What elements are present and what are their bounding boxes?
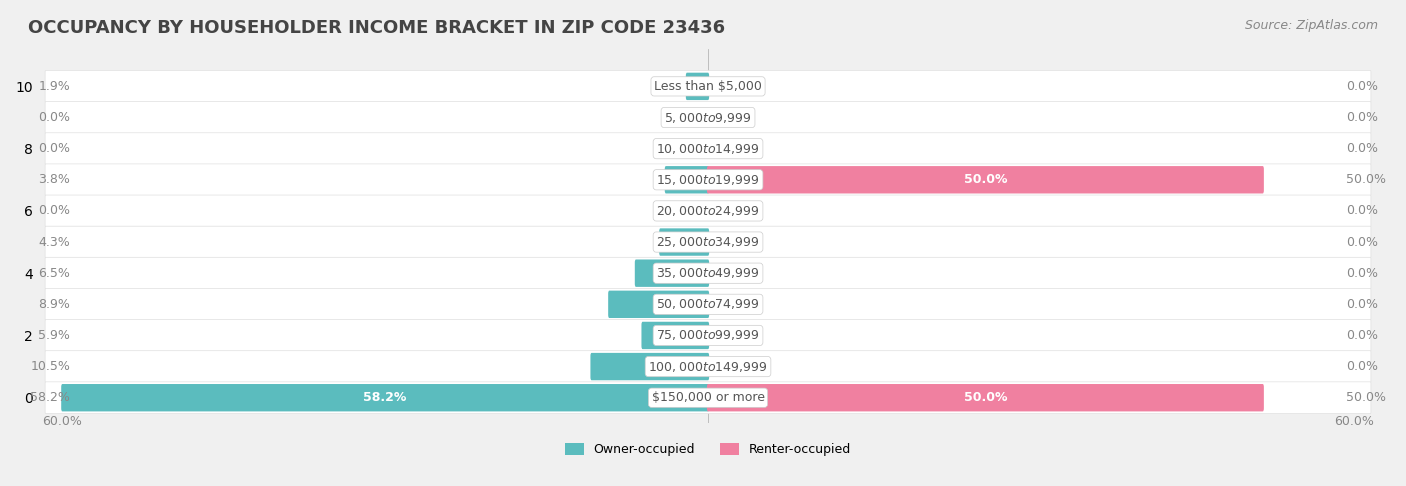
FancyBboxPatch shape [45, 133, 1371, 165]
FancyBboxPatch shape [45, 320, 1371, 351]
Text: 58.2%: 58.2% [364, 391, 406, 404]
Text: 1.9%: 1.9% [38, 80, 70, 93]
Text: 0.0%: 0.0% [1346, 298, 1378, 311]
Text: 8.9%: 8.9% [38, 298, 70, 311]
Text: 60.0%: 60.0% [42, 415, 82, 428]
Text: $75,000 to $99,999: $75,000 to $99,999 [657, 329, 759, 343]
Text: Less than $5,000: Less than $5,000 [654, 80, 762, 93]
Text: 5.9%: 5.9% [38, 329, 70, 342]
FancyBboxPatch shape [591, 353, 709, 380]
Text: 0.0%: 0.0% [1346, 267, 1378, 279]
Text: 0.0%: 0.0% [1346, 236, 1378, 248]
FancyBboxPatch shape [62, 384, 709, 412]
FancyBboxPatch shape [45, 257, 1371, 289]
Text: 6.5%: 6.5% [38, 267, 70, 279]
Text: 0.0%: 0.0% [38, 142, 70, 155]
Text: 58.2%: 58.2% [30, 391, 70, 404]
FancyBboxPatch shape [609, 291, 709, 318]
Text: 0.0%: 0.0% [1346, 205, 1378, 217]
Text: $20,000 to $24,999: $20,000 to $24,999 [657, 204, 759, 218]
Text: 0.0%: 0.0% [1346, 329, 1378, 342]
Text: 3.8%: 3.8% [38, 174, 70, 186]
FancyBboxPatch shape [686, 73, 709, 100]
FancyBboxPatch shape [45, 70, 1371, 102]
FancyBboxPatch shape [45, 226, 1371, 258]
Text: $15,000 to $19,999: $15,000 to $19,999 [657, 173, 759, 187]
Text: 50.0%: 50.0% [963, 174, 1007, 186]
FancyBboxPatch shape [45, 195, 1371, 227]
Text: $5,000 to $9,999: $5,000 to $9,999 [664, 110, 752, 124]
Text: $35,000 to $49,999: $35,000 to $49,999 [657, 266, 759, 280]
FancyBboxPatch shape [45, 288, 1371, 320]
FancyBboxPatch shape [641, 322, 709, 349]
FancyBboxPatch shape [707, 384, 1264, 412]
Text: $100,000 to $149,999: $100,000 to $149,999 [648, 360, 768, 374]
Text: 4.3%: 4.3% [38, 236, 70, 248]
Text: $10,000 to $14,999: $10,000 to $14,999 [657, 141, 759, 156]
FancyBboxPatch shape [707, 166, 1264, 193]
Text: $50,000 to $74,999: $50,000 to $74,999 [657, 297, 759, 312]
FancyBboxPatch shape [634, 260, 709, 287]
FancyBboxPatch shape [659, 228, 709, 256]
Text: $150,000 or more: $150,000 or more [651, 391, 765, 404]
FancyBboxPatch shape [45, 164, 1371, 196]
Text: 50.0%: 50.0% [963, 391, 1007, 404]
Text: 0.0%: 0.0% [1346, 142, 1378, 155]
FancyBboxPatch shape [45, 351, 1371, 382]
FancyBboxPatch shape [45, 382, 1371, 414]
Legend: Owner-occupied, Renter-occupied: Owner-occupied, Renter-occupied [560, 438, 856, 461]
Text: $25,000 to $34,999: $25,000 to $34,999 [657, 235, 759, 249]
FancyBboxPatch shape [45, 102, 1371, 133]
Text: 10.5%: 10.5% [30, 360, 70, 373]
Text: 50.0%: 50.0% [1346, 391, 1386, 404]
Text: 0.0%: 0.0% [1346, 360, 1378, 373]
FancyBboxPatch shape [665, 166, 709, 193]
Text: Source: ZipAtlas.com: Source: ZipAtlas.com [1244, 19, 1378, 33]
Text: 0.0%: 0.0% [1346, 111, 1378, 124]
Text: 0.0%: 0.0% [1346, 80, 1378, 93]
Text: OCCUPANCY BY HOUSEHOLDER INCOME BRACKET IN ZIP CODE 23436: OCCUPANCY BY HOUSEHOLDER INCOME BRACKET … [28, 19, 725, 37]
Text: 0.0%: 0.0% [38, 205, 70, 217]
Text: 0.0%: 0.0% [38, 111, 70, 124]
Text: 50.0%: 50.0% [1346, 174, 1386, 186]
Text: 60.0%: 60.0% [1334, 415, 1374, 428]
